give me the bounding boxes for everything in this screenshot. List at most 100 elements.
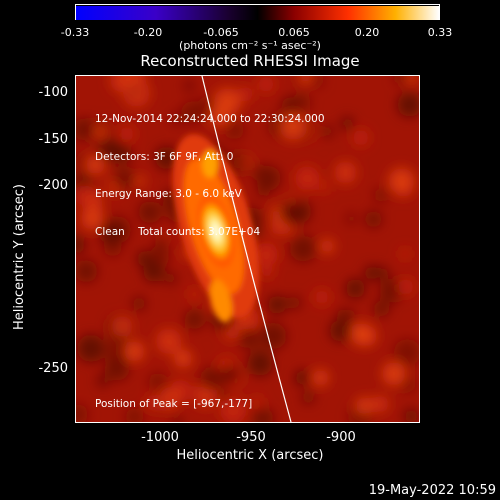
texture-blob — [111, 316, 133, 337]
texture-blob — [148, 372, 168, 392]
texture-blob — [393, 339, 419, 366]
texture-blob — [298, 76, 313, 84]
texture-blob — [260, 266, 273, 279]
texture-blob — [76, 118, 96, 141]
texture-blob — [96, 375, 109, 387]
rhessi-image — [75, 75, 420, 423]
colorbar-tick-label: -0.20 — [133, 26, 163, 39]
texture-blob — [155, 237, 167, 249]
texture-blob — [164, 272, 177, 285]
texture-blob — [99, 221, 124, 245]
texture-blob — [119, 126, 135, 142]
y-tick-label: -200 — [38, 178, 68, 193]
texture-blob — [312, 369, 329, 386]
texture-blob — [379, 278, 404, 303]
texture-blob — [110, 76, 134, 93]
texture-blob — [343, 309, 355, 322]
texture-blob — [280, 200, 306, 226]
texture-blob — [352, 129, 369, 146]
texture-blob — [364, 265, 380, 281]
texture-blob — [301, 390, 315, 405]
y-tick-label: -150 — [38, 132, 68, 147]
texture-blob — [373, 188, 388, 203]
texture-blob — [329, 319, 352, 342]
texture-blob — [247, 350, 273, 376]
colorbar — [75, 4, 440, 20]
observation-info: 12-Nov-2014 22:24:24.000 to 22:30:24.000… — [95, 88, 325, 251]
texture-blob — [345, 212, 358, 225]
texture-blob — [216, 388, 230, 401]
solar-limb-line — [201, 76, 292, 422]
texture-blob — [125, 408, 144, 422]
texture-blob — [170, 112, 183, 125]
footer-date: 19-May-2022 10:59 — [368, 483, 496, 498]
texture-blob — [113, 168, 135, 190]
texture-blob — [382, 362, 406, 386]
texture-blob — [159, 387, 182, 409]
texture-blob — [188, 288, 201, 300]
texture-blob — [345, 278, 366, 299]
texture-blob — [355, 397, 373, 415]
texture-blob — [397, 92, 419, 118]
texture-blob — [239, 328, 260, 349]
texture-blob — [81, 207, 104, 230]
texture-blob — [124, 341, 145, 362]
texture-blob — [86, 155, 105, 175]
texture-blob — [365, 210, 382, 228]
texture-blob — [200, 367, 224, 390]
texture-blob — [76, 259, 98, 283]
texture-blob — [220, 397, 247, 422]
x-tick-label: -1000 — [141, 430, 179, 445]
texture-blob — [174, 349, 193, 368]
x-tick-label: -950 — [236, 430, 266, 445]
texture-blob — [294, 371, 309, 386]
y-tick-label: -250 — [38, 361, 68, 376]
texture-blob — [340, 116, 354, 130]
texture-blob — [76, 184, 95, 206]
texture-blob — [320, 239, 335, 254]
detectors: Detectors: 3F 6F 9F, Att: 0 — [95, 150, 234, 163]
colorbar-units: (photons cm⁻² s⁻¹ asec⁻²) — [179, 39, 321, 52]
plot-title: Reconstructed RHESSI Image — [140, 52, 360, 70]
rhessi-heatmap — [76, 76, 419, 422]
texture-blob — [256, 165, 281, 191]
texture-blob — [295, 166, 320, 191]
texture-blob — [282, 104, 295, 117]
texture-blob — [183, 80, 195, 91]
texture-blob — [154, 146, 179, 170]
clean-counts: Clean Total counts: 3.07E+04 — [95, 225, 261, 238]
texture-blob — [94, 126, 107, 138]
peak-position: Position of Peak = [-967,-177] — [95, 398, 253, 410]
texture-blob — [184, 309, 205, 330]
texture-blob — [97, 137, 122, 162]
texture-blob — [209, 105, 230, 126]
texture-blob — [371, 395, 389, 413]
texture-blob — [76, 154, 87, 167]
x-axis-label: Heliocentric X (arcsec) — [176, 448, 324, 463]
texture-blob — [394, 76, 410, 85]
texture-blob — [181, 101, 204, 124]
colorbar-tick-label: 0.20 — [354, 26, 380, 39]
texture-blob — [373, 300, 390, 317]
texture-blob — [76, 334, 105, 363]
texture-blob — [76, 235, 86, 254]
texture-blob — [145, 394, 163, 412]
time-range: 12-Nov-2014 22:24:24.000 to 22:30:24.000 — [95, 113, 325, 125]
texture-blob — [376, 266, 389, 279]
texture-blob — [351, 323, 374, 346]
texture-blob — [221, 365, 240, 384]
texture-blob — [143, 261, 165, 283]
colorbar-tick-label: 0.33 — [427, 26, 453, 39]
texture-blob — [334, 161, 357, 184]
texture-blob — [252, 407, 274, 422]
texture-blob — [237, 86, 253, 102]
texture-blob — [254, 242, 278, 267]
energy-range: Energy Range: 3.0 - 6.0 keV — [95, 188, 242, 200]
texture-blob — [399, 248, 411, 260]
texture-blob — [138, 201, 161, 224]
texture-blob — [319, 181, 330, 192]
texture-blob — [267, 295, 287, 315]
texture-blob — [321, 125, 334, 138]
texture-blob — [260, 322, 287, 350]
texture-blob — [134, 175, 146, 187]
